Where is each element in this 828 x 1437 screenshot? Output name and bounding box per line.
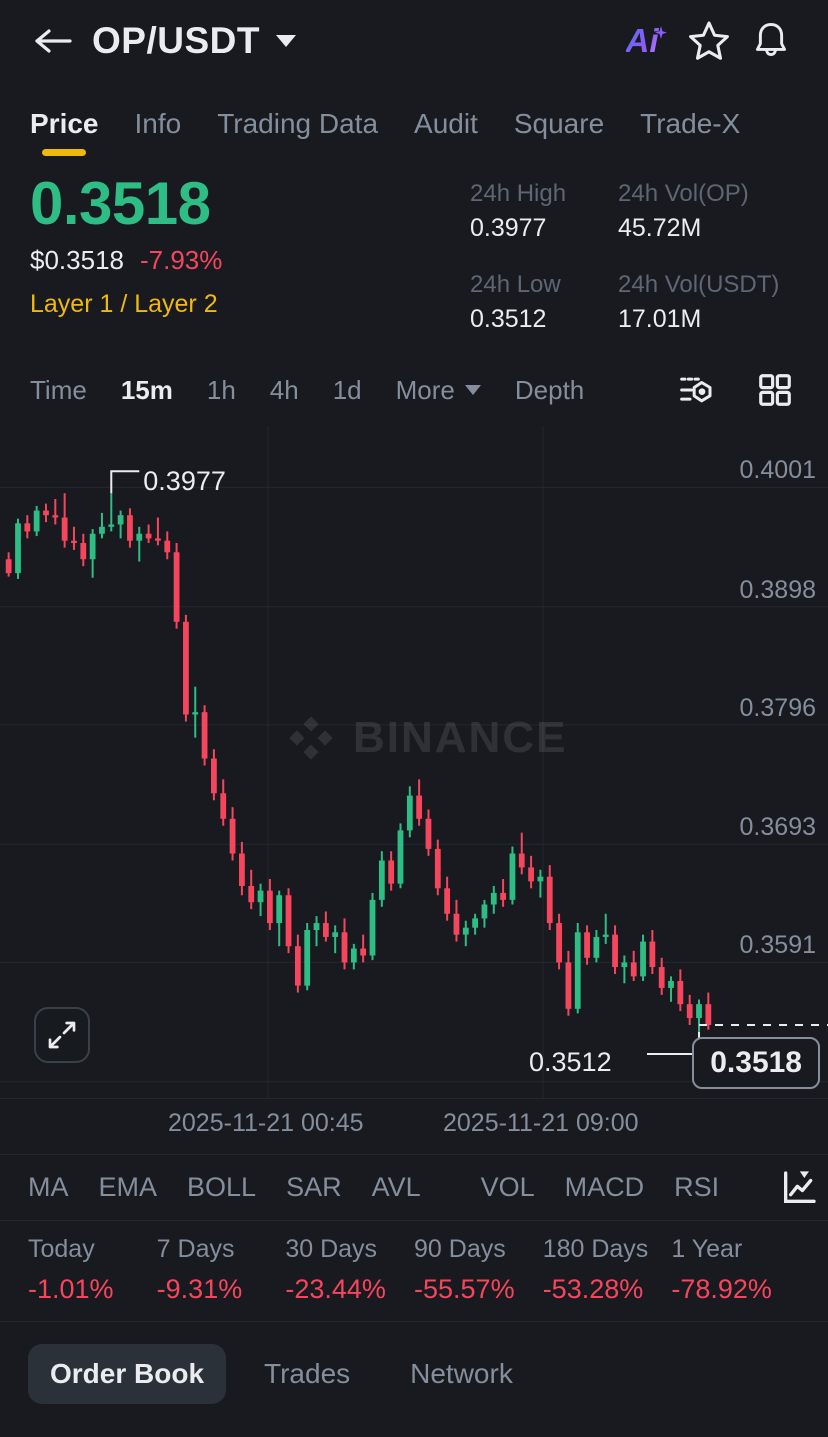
indicator-ma[interactable]: MA <box>28 1172 69 1202</box>
perf-value: -23.44% <box>285 1274 386 1304</box>
indicator-vol[interactable]: VOL <box>480 1172 535 1202</box>
performance-row: Today -1.01% 7 Days -9.31% 30 Days -23.4… <box>0 1220 828 1322</box>
perf-today: Today -1.01% <box>28 1235 157 1305</box>
timeframe-15m[interactable]: 15m <box>120 374 173 405</box>
tab-order-book[interactable]: Order Book <box>28 1344 227 1404</box>
tab-trade-x[interactable]: Trade-X <box>640 108 741 139</box>
grid-layout-icon <box>759 374 791 406</box>
stat-value: 0.3512 <box>470 305 547 333</box>
pair-dropdown-caret-icon[interactable] <box>275 35 296 47</box>
timeframe-time[interactable]: Time <box>30 374 87 405</box>
perf-value: -9.31% <box>156 1274 243 1304</box>
perf-7-days: 7 Days -9.31% <box>157 1235 286 1305</box>
price-subrow: $0.3518 -7.93% <box>30 245 470 276</box>
timeframe-1d[interactable]: 1d <box>332 374 362 405</box>
stat-label: 24h Vol(OP) <box>618 180 749 207</box>
stat-value: 45.72M <box>618 214 702 242</box>
notifications-button[interactable] <box>740 10 802 72</box>
perf-label: 1 Year <box>671 1235 743 1263</box>
current-price-badge: 0.3518 <box>692 1037 820 1089</box>
indicator-boll[interactable]: BOLL <box>187 1172 257 1202</box>
last-price: 0.3518 <box>30 170 211 237</box>
perf-label: 180 Days <box>542 1235 649 1263</box>
perf-value: -78.92% <box>671 1274 772 1304</box>
x-tick-0: 2025-11-21 00:45 <box>168 1109 364 1137</box>
indicator-bar: MA EMA BOLL SAR AVL VOL MACD RSI <box>0 1154 828 1220</box>
perf-value: -55.57% <box>414 1274 515 1304</box>
line-chart-type-icon <box>784 1170 816 1203</box>
chart-settings-button[interactable] <box>672 367 718 413</box>
stat-value: 0.3977 <box>470 214 547 242</box>
x-tick-1: 2025-11-21 09:00 <box>443 1109 639 1137</box>
more-label: More <box>395 374 455 405</box>
timeframe-4h[interactable]: 4h <box>269 374 299 405</box>
bell-icon <box>755 23 787 57</box>
bottom-tab-bar: Order Book Trades Network <box>0 1322 828 1404</box>
stat-24h-vol-usdt: 24h Vol(USDT) 17.01M <box>618 271 798 334</box>
perf-label: 7 Days <box>156 1235 235 1263</box>
indicator-avl[interactable]: AVL <box>371 1172 421 1202</box>
perf-180-days: 180 Days -53.28% <box>543 1235 672 1305</box>
tab-trading-data[interactable]: Trading Data <box>217 108 379 139</box>
indicator-ema[interactable]: EMA <box>98 1172 158 1202</box>
sparkle-icon <box>654 26 667 39</box>
indicator-macd[interactable]: MACD <box>564 1172 645 1202</box>
timeframe-1h[interactable]: 1h <box>206 374 236 405</box>
price-summary: 0.3518 $0.3518 -7.93% Layer 1 / Layer 2 … <box>0 154 828 334</box>
indicator-rsi[interactable]: RSI <box>674 1172 720 1202</box>
perf-1-year: 1 Year -78.92% <box>671 1235 800 1305</box>
star-icon <box>689 21 729 60</box>
chart-settings-icon <box>680 377 712 403</box>
back-button[interactable] <box>26 14 80 68</box>
layout-grid-button[interactable] <box>752 367 798 413</box>
perf-value: -1.01% <box>28 1274 114 1304</box>
perf-label: Today <box>28 1235 95 1263</box>
stat-value: 17.01M <box>618 305 702 333</box>
price-left-column: 0.3518 $0.3518 -7.93% Layer 1 / Layer 2 <box>30 172 470 334</box>
expand-arrows-icon <box>48 1021 76 1049</box>
stat-24h-vol-op: 24h Vol(OP) 45.72M <box>618 180 798 243</box>
favorite-button[interactable] <box>678 10 740 72</box>
depth-toggle[interactable]: Depth <box>514 374 585 405</box>
arrow-left-icon <box>35 29 72 53</box>
perf-30-days: 30 Days -23.44% <box>285 1235 414 1305</box>
stat-label: 24h High <box>470 180 567 207</box>
tab-info[interactable]: Info <box>134 108 182 139</box>
x-axis: 2025-11-21 00:45 2025-11-21 09:00 <box>0 1098 828 1154</box>
chart-type-button[interactable] <box>779 1168 819 1208</box>
tab-audit[interactable]: Audit <box>414 108 478 139</box>
perf-90-days: 90 Days -55.57% <box>414 1235 543 1305</box>
tab-square[interactable]: Square <box>513 108 605 139</box>
timeframe-more[interactable]: More <box>396 375 481 406</box>
perf-label: 90 Days <box>414 1235 506 1263</box>
stat-24h-low: 24h Low 0.3512 <box>470 271 618 334</box>
tab-price[interactable]: Price <box>30 108 99 154</box>
perf-label: 30 Days <box>285 1235 378 1263</box>
tab-network[interactable]: Network <box>410 1358 513 1389</box>
high-marker-label: 0.3977 <box>143 466 226 497</box>
usd-price: $0.3518 <box>30 245 124 275</box>
stat-24h-high: 24h High 0.3977 <box>470 180 618 243</box>
chart-canvas <box>0 426 828 1098</box>
stat-label: 24h Low <box>470 271 561 298</box>
chevron-down-icon <box>464 385 481 395</box>
app-header: OP/USDT Ai <box>0 0 828 82</box>
ai-icon: Ai <box>625 22 659 59</box>
change-percent: -7.93% <box>139 245 223 275</box>
tab-trades[interactable]: Trades <box>264 1358 351 1389</box>
stat-label: 24h Vol(USDT) <box>618 271 780 298</box>
perf-value: -53.28% <box>542 1274 644 1304</box>
ai-assistant-button[interactable]: Ai <box>616 10 678 72</box>
market-stats: 24h High 0.3977 24h Vol(OP) 45.72M 24h L… <box>470 172 798 334</box>
low-marker-label: 0.3512 <box>529 1046 612 1077</box>
chart-toolbar: Time 15m 1h 4h 1d More Depth <box>0 354 828 426</box>
indicator-sar[interactable]: SAR <box>286 1172 342 1202</box>
category-tag[interactable]: Layer 1 / Layer 2 <box>30 290 218 318</box>
fullscreen-button[interactable] <box>34 1007 90 1063</box>
pair-title: OP/USDT <box>92 20 260 61</box>
main-tab-bar: Price Info Trading Data Audit Square Tra… <box>0 82 828 154</box>
buy-sell-ratio: 52.48% 47.52% @Ela a 埃拉拉 斯特罗姆 <box>0 1404 828 1437</box>
